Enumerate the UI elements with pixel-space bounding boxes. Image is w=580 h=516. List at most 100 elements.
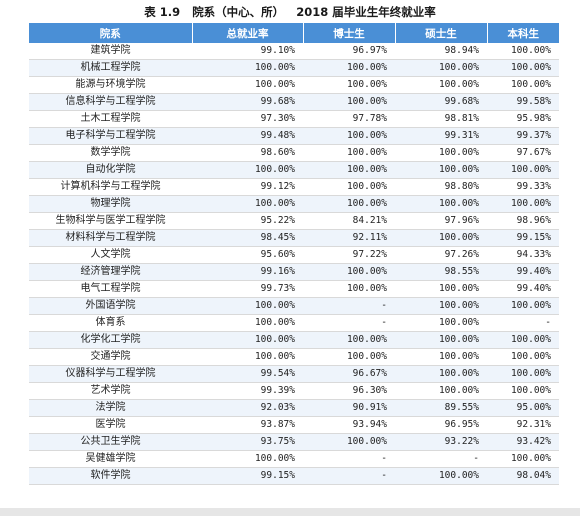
total-rate-cell: 97.30%	[192, 110, 303, 128]
total-rate-cell: 99.12%	[192, 178, 303, 196]
department-name-cell: 法学院	[29, 399, 192, 417]
table-row: 生物科学与医学工程学院 95.22% 84.21% 97.96% 98.96%	[29, 212, 559, 230]
total-rate-cell: 93.87%	[192, 416, 303, 434]
phd-rate-cell: 97.22%	[303, 246, 395, 264]
phd-rate-cell: 93.94%	[303, 416, 395, 434]
table-body: 建筑学院 99.10% 96.97% 98.94% 100.00% 机械工程学院 100.0…	[29, 43, 559, 485]
department-name-cell: 物理学院	[29, 195, 192, 213]
phd-rate-cell: 96.30%	[303, 382, 395, 400]
bachelor-rate-cell: 98.96%	[487, 212, 559, 230]
department-name-cell: 自动化学院	[29, 161, 192, 179]
master-rate-cell: 96.95%	[395, 416, 487, 434]
total-rate-cell: 99.48%	[192, 127, 303, 145]
table-row: 材料科学与工程学院 98.45% 92.11% 100.00% 99.15%	[29, 229, 559, 247]
bachelor-rate-cell: 99.58%	[487, 93, 559, 111]
total-rate-cell: 95.22%	[192, 212, 303, 230]
phd-rate-cell: 100.00%	[303, 195, 395, 213]
table-row: 电子科学与工程学院 99.48% 100.00% 99.31% 99.37%	[29, 127, 559, 145]
table-row: 医学院 93.87% 93.94% 96.95% 92.31%	[29, 416, 559, 434]
table-row: 能源与环境学院 100.00% 100.00% 100.00% 100.00%	[29, 76, 559, 94]
table-row: 体育系 100.00% -100.00% -	[29, 314, 559, 332]
table-row: 吴健雄学院 100.00% - -100.00%	[29, 450, 559, 468]
bachelor-rate-cell: 92.31%	[487, 416, 559, 434]
header-total-rate: 总就业率	[192, 23, 304, 43]
master-rate-cell: 100.00%	[395, 348, 487, 366]
department-name-cell: 数学学院	[29, 144, 192, 162]
total-rate-cell: 100.00%	[192, 348, 303, 366]
master-rate-cell: 98.55%	[395, 263, 487, 281]
total-rate-cell: 100.00%	[192, 195, 303, 213]
table-header-row: 院系 总就业率 博士生 硕士生 本科生	[29, 23, 559, 43]
bachelor-rate-cell: 99.37%	[487, 127, 559, 145]
total-rate-cell: 99.68%	[192, 93, 303, 111]
phd-rate-cell: 100.00%	[303, 161, 395, 179]
master-rate-cell: 100.00%	[395, 382, 487, 400]
table-title-part-a: 院系（中心、所）	[192, 5, 285, 19]
phd-rate-cell: 100.00%	[303, 76, 395, 94]
phd-rate-cell: -	[303, 297, 395, 315]
total-rate-cell: 100.00%	[192, 161, 303, 179]
table-title-part-b: 2018 届毕业生年终就业率	[296, 5, 436, 19]
page-bottom-edge	[0, 508, 580, 516]
total-rate-cell: 99.15%	[192, 467, 303, 485]
master-rate-cell: 100.00%	[395, 365, 487, 383]
department-name-cell: 信息科学与工程学院	[29, 93, 192, 111]
total-rate-cell: 93.75%	[192, 433, 303, 451]
department-name-cell: 交通学院	[29, 348, 192, 366]
bachelor-rate-cell: 97.67%	[487, 144, 559, 162]
phd-rate-cell: 100.00%	[303, 348, 395, 366]
total-rate-cell: 99.10%	[192, 43, 303, 60]
table-row: 经济管理学院 99.16% 100.00% 98.55% 99.40%	[29, 263, 559, 281]
master-rate-cell: 99.68%	[395, 93, 487, 111]
phd-rate-cell: 100.00%	[303, 59, 395, 77]
employment-rate-table: 院系 总就业率 博士生 硕士生 本科生 建筑学院 99.10% 96.97% 98.9…	[29, 23, 559, 485]
bachelor-rate-cell: 100.00%	[487, 382, 559, 400]
department-name-cell: 人文学院	[29, 246, 192, 264]
total-rate-cell: 98.60%	[192, 144, 303, 162]
total-rate-cell: 100.00%	[192, 76, 303, 94]
department-name-cell: 电气工程学院	[29, 280, 192, 298]
phd-rate-cell: 96.67%	[303, 365, 395, 383]
phd-rate-cell: 100.00%	[303, 127, 395, 145]
total-rate-cell: 100.00%	[192, 297, 303, 315]
phd-rate-cell: -	[303, 314, 395, 332]
total-rate-cell: 99.39%	[192, 382, 303, 400]
bachelor-rate-cell: 100.00%	[487, 161, 559, 179]
bachelor-rate-cell: 99.40%	[487, 280, 559, 298]
master-rate-cell: 100.00%	[395, 161, 487, 179]
department-name-cell: 机械工程学院	[29, 59, 192, 77]
table-row: 土木工程学院 97.30% 97.78% 98.81% 95.98%	[29, 110, 559, 128]
department-name-cell: 外国语学院	[29, 297, 192, 315]
bachelor-rate-cell: 100.00%	[487, 43, 559, 60]
phd-rate-cell: 100.00%	[303, 280, 395, 298]
bachelor-rate-cell: -	[487, 314, 559, 332]
phd-rate-cell: -	[303, 450, 395, 468]
master-rate-cell: -	[395, 450, 487, 468]
master-rate-cell: 100.00%	[395, 229, 487, 247]
phd-rate-cell: 100.00%	[303, 433, 395, 451]
master-rate-cell: 99.31%	[395, 127, 487, 145]
total-rate-cell: 100.00%	[192, 314, 303, 332]
table-row: 化学化工学院 100.00% 100.00% 100.00% 100.00%	[29, 331, 559, 349]
master-rate-cell: 100.00%	[395, 297, 487, 315]
department-name-cell: 吴健雄学院	[29, 450, 192, 468]
table-row: 数学学院 98.60% 100.00% 100.00% 97.67%	[29, 144, 559, 162]
department-name-cell: 材料科学与工程学院	[29, 229, 192, 247]
table-number: 表 1.9	[144, 5, 181, 19]
phd-rate-cell: -	[303, 467, 395, 485]
table-row: 艺术学院 99.39% 96.30% 100.00% 100.00%	[29, 382, 559, 400]
bachelor-rate-cell: 100.00%	[487, 365, 559, 383]
bachelor-rate-cell: 95.00%	[487, 399, 559, 417]
table-row: 人文学院 95.60% 97.22% 97.26% 94.33%	[29, 246, 559, 264]
department-name-cell: 计算机科学与工程学院	[29, 178, 192, 196]
bachelor-rate-cell: 94.33%	[487, 246, 559, 264]
master-rate-cell: 100.00%	[395, 280, 487, 298]
department-name-cell: 艺术学院	[29, 382, 192, 400]
table-row: 电气工程学院 99.73% 100.00% 100.00% 99.40%	[29, 280, 559, 298]
bachelor-rate-cell: 95.98%	[487, 110, 559, 128]
master-rate-cell: 100.00%	[395, 331, 487, 349]
bachelor-rate-cell: 100.00%	[487, 331, 559, 349]
department-name-cell: 能源与环境学院	[29, 76, 192, 94]
master-rate-cell: 98.80%	[395, 178, 487, 196]
table-row: 法学院 92.03% 90.91% 89.55% 95.00%	[29, 399, 559, 417]
